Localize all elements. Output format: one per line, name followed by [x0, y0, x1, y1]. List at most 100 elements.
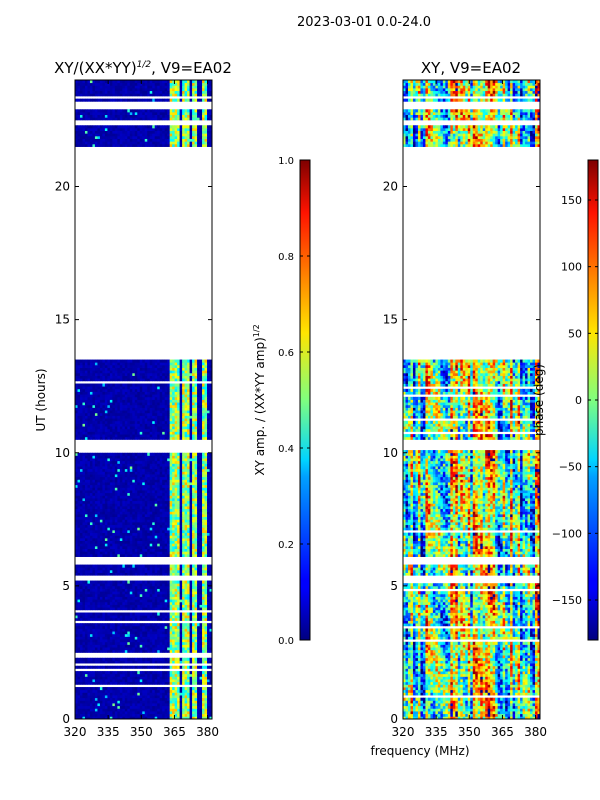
heatmap-cell [134, 585, 138, 589]
heatmap-cell [142, 625, 146, 629]
heatmap-cell [177, 700, 181, 704]
heatmap-cell [194, 498, 198, 502]
heatmap-cell [172, 612, 176, 616]
heatmap-cell [174, 612, 178, 616]
heatmap-cell [75, 713, 78, 717]
heatmap-cell [192, 689, 195, 693]
heatmap-cell [89, 708, 93, 712]
heatmap-cell [174, 567, 178, 571]
heatmap-cell [79, 460, 83, 464]
heatmap-cell [134, 631, 138, 635]
heatmap-cell [179, 516, 183, 520]
heatmap-cell [199, 679, 203, 683]
heatmap-cell [169, 665, 173, 669]
heatmap-cell [132, 697, 136, 701]
heatmap-cell [79, 601, 83, 605]
heatmap-cell [174, 490, 178, 494]
heatmap-cell [154, 612, 158, 616]
heatmap-cell [119, 671, 123, 675]
heatmap-cell [142, 466, 146, 470]
heatmap-cell [149, 569, 153, 573]
heatmap-cell [207, 612, 210, 616]
heatmap-cell [207, 513, 210, 518]
heatmap-cell [167, 434, 171, 438]
heatmap-cell [114, 657, 118, 661]
heatmap-cell [119, 703, 123, 707]
heatmap-cell [202, 471, 205, 475]
heatmap-cell [209, 591, 212, 595]
heatmap-cell [97, 436, 101, 440]
heatmap-cell [137, 540, 141, 544]
heatmap-cell [144, 588, 148, 592]
heatmap-cell [99, 452, 103, 456]
heatmap-cell [117, 495, 121, 499]
heatmap-cell [79, 474, 83, 478]
heatmap-cell [75, 471, 78, 475]
heatmap-cell [162, 484, 166, 488]
heatmap-cell [202, 436, 205, 440]
heatmap-cell [177, 524, 181, 528]
heatmap-cell [152, 631, 156, 635]
heatmap-cell [127, 503, 131, 507]
heatmap-cell [99, 604, 103, 608]
heatmap-cell [87, 458, 91, 462]
heatmap-cell [129, 713, 133, 717]
heatmap-cell [134, 519, 138, 523]
heatmap-cell [149, 482, 153, 486]
heatmap-cell [97, 641, 101, 645]
heatmap-cell [92, 644, 96, 648]
heatmap-cell [174, 689, 178, 693]
heatmap-cell [169, 705, 173, 709]
heatmap-cell [197, 708, 200, 712]
heatmap-cell [117, 511, 121, 515]
heatmap-cell [124, 452, 128, 456]
heatmap-cell [102, 498, 106, 502]
heatmap-cell [129, 500, 133, 504]
heatmap-cell [114, 482, 118, 486]
heatmap-cell [169, 545, 173, 549]
heatmap-cell [89, 673, 93, 677]
heatmap-cell [209, 697, 212, 701]
heatmap-cell [159, 535, 163, 539]
heatmap-cell [142, 644, 146, 648]
heatmap-cell [137, 713, 141, 717]
heatmap-cell [207, 572, 210, 576]
heatmap-cell [162, 585, 166, 589]
heatmap-cell [169, 649, 173, 653]
heatmap-cell [202, 639, 205, 643]
heatmap-cell [174, 452, 178, 456]
heatmap-cell [144, 482, 148, 486]
heatmap-cell [162, 458, 166, 462]
heatmap-cell [177, 623, 181, 627]
heatmap-cell [142, 495, 146, 499]
heatmap-cell [132, 521, 136, 526]
heatmap-cell [75, 492, 78, 496]
heatmap-cell [134, 476, 138, 480]
heatmap-cell [142, 490, 146, 494]
heatmap-cell [144, 545, 148, 549]
heatmap-cell [142, 580, 146, 584]
heatmap-cell [82, 516, 86, 520]
heatmap-cell [169, 625, 173, 629]
heatmap-cell [209, 513, 212, 518]
heatmap-cell [209, 474, 212, 478]
heatmap-cell [132, 545, 136, 549]
heatmap-cell [164, 599, 168, 603]
heatmap-cell [192, 631, 195, 635]
heatmap-cell [114, 490, 118, 494]
heatmap-cell [179, 599, 183, 603]
heatmap-cell [179, 713, 183, 717]
heatmap-cell [167, 468, 171, 472]
heatmap-cell [122, 434, 126, 438]
heatmap-cell [177, 516, 181, 520]
heatmap-cell [154, 692, 158, 696]
heatmap-cell [79, 468, 83, 472]
heatmap-cell [167, 708, 171, 712]
heatmap-cell [184, 551, 188, 555]
heatmap-cell [159, 564, 163, 568]
heatmap-cell [177, 641, 181, 645]
heatmap-cell [149, 564, 153, 568]
heatmap-cell [119, 588, 123, 592]
heatmap-cell [75, 697, 78, 701]
heatmap-cell [199, 500, 203, 504]
